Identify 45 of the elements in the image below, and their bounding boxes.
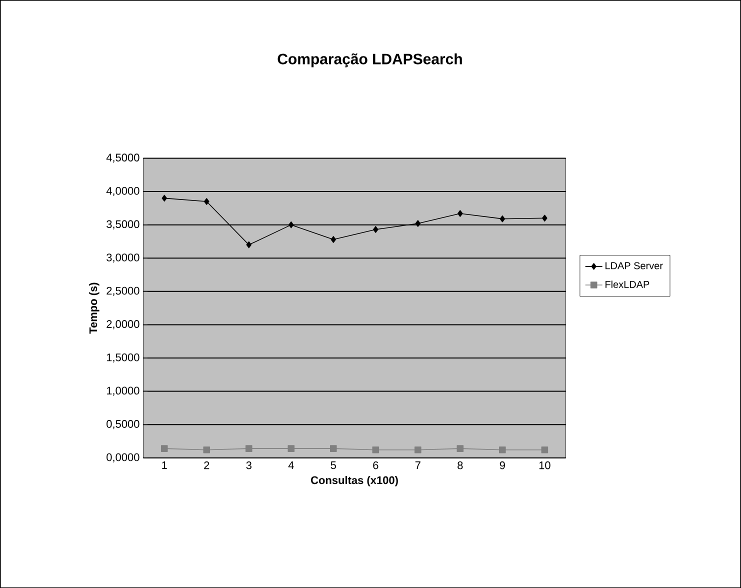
- x-tick-label: 9: [500, 461, 505, 470]
- y-tick-label: 3,0000: [106, 253, 140, 263]
- point: [414, 446, 422, 454]
- y-axis-title: Tempo (s): [89, 282, 100, 334]
- point: [160, 445, 168, 452]
- point: [499, 446, 506, 454]
- point: [415, 220, 421, 227]
- chart-title: Comparação LDAPSearch: [278, 53, 462, 68]
- y-tick-label: 0,0000: [106, 453, 140, 462]
- point: [458, 210, 463, 217]
- y-tick-label: 4,5000: [106, 154, 140, 163]
- point: [204, 198, 210, 205]
- point: [162, 194, 168, 202]
- y-tick-label: 1,0000: [106, 386, 140, 396]
- x-tick-label: 2: [204, 461, 210, 470]
- x-tick-label: 1: [162, 461, 167, 469]
- point: [541, 446, 548, 454]
- y-tick-label: 1,5000: [106, 353, 140, 362]
- point: [330, 236, 336, 243]
- point: [542, 214, 548, 222]
- legend-label: FlexLDAP: [606, 280, 650, 288]
- point: [246, 241, 252, 248]
- y-tick-label: 0,5000: [106, 420, 140, 430]
- point: [372, 446, 380, 454]
- point: [288, 445, 295, 452]
- x-axis-title: Consultas (x100): [311, 476, 398, 486]
- point: [456, 445, 464, 452]
- y-tick-label: 2,0000: [106, 320, 140, 330]
- x-tick-label: 4: [288, 461, 294, 469]
- x-tick-label: 7: [415, 461, 420, 469]
- point: [373, 226, 378, 233]
- x-tick-label: 8: [458, 461, 463, 470]
- x-tick-label: 3: [246, 461, 252, 470]
- y-tick-label: 4,0000: [106, 186, 140, 196]
- point: [203, 446, 210, 454]
- x-tick-label: 5: [330, 461, 336, 470]
- y-tick-label: 3,5000: [106, 220, 140, 230]
- y-tick-label: 2,5000: [106, 286, 140, 296]
- point: [245, 445, 252, 452]
- point: [500, 215, 506, 222]
- x-tick-label: 10: [539, 461, 550, 470]
- point: [330, 445, 337, 452]
- point: [288, 221, 294, 228]
- x-tick-label: 6: [373, 461, 378, 470]
- legend-label: LDAP Server: [606, 262, 663, 270]
